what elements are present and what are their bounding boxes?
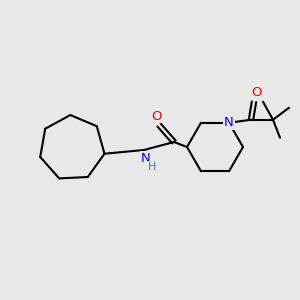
Text: N: N [141, 152, 151, 164]
Text: H: H [148, 162, 156, 172]
Text: O: O [152, 110, 162, 122]
Text: N: N [224, 116, 234, 129]
Text: O: O [252, 86, 262, 99]
